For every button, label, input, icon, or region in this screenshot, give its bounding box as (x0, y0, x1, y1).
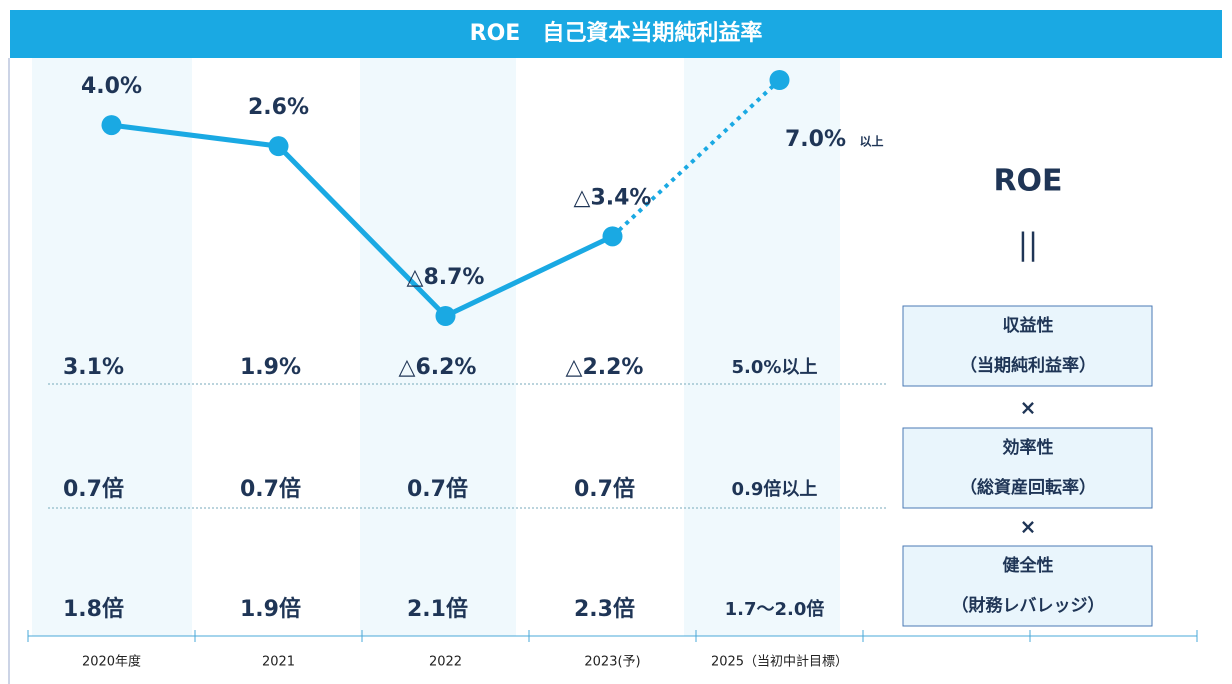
table-cell: 0.7倍 (407, 476, 468, 502)
point (101, 115, 122, 136)
point (602, 226, 623, 247)
value-label: 7.0% (785, 127, 846, 152)
formula-box (902, 305, 1153, 387)
value-label: △3.4% (574, 185, 652, 210)
x-tick-label: 2021 (262, 655, 295, 670)
x-tick-label: 2023(予) (584, 655, 640, 670)
table-cell: 2.1倍 (407, 596, 468, 622)
table-cell: 1.8倍 (63, 596, 124, 622)
column-band (32, 58, 192, 636)
table-cell: 0.7倍 (63, 476, 124, 502)
value-label: 4.0% (81, 74, 142, 99)
table-cell: 5.0%以上 (732, 357, 818, 378)
formula-operator: × (1020, 515, 1037, 539)
header-bar (10, 10, 1222, 58)
table-cell: 2.3倍 (574, 596, 635, 622)
x-tick-label: 2020年度 (82, 654, 141, 670)
line-solid (111, 122, 614, 320)
formula-label: 収益性 (1003, 315, 1054, 336)
point (435, 306, 456, 326)
point (769, 70, 790, 90)
formula-box (902, 545, 1153, 627)
table-cell: 0.9倍以上 (732, 478, 818, 500)
formula-sublabel: （当期純利益率） (960, 355, 1096, 376)
table-cell: 3.1% (63, 355, 124, 380)
formula-label: 健全性 (1003, 555, 1054, 576)
column-band (360, 58, 516, 636)
x-tick-label: 2022 (429, 655, 462, 670)
formula-title: ROE (993, 164, 1062, 199)
formula-operator: × (1020, 396, 1037, 420)
table-cell: 1.9% (240, 355, 301, 380)
target-note: 以上 (860, 134, 884, 149)
column-band (684, 58, 840, 636)
value-label: △8.7% (407, 265, 485, 290)
line-dotted (611, 78, 781, 238)
formula-label: 効率性 (1003, 437, 1054, 458)
table-cell: △6.2% (399, 355, 477, 380)
chart-title: ROE 自己資本当期純利益率 (470, 20, 763, 46)
table-cell: 0.7倍 (574, 476, 635, 502)
table-cell: 1.7～2.0倍 (725, 598, 825, 620)
table-cell: 1.9倍 (240, 596, 301, 622)
formula-box (902, 427, 1153, 509)
value-label: 2.6% (248, 95, 309, 120)
table-cell: △2.2% (566, 355, 644, 380)
formula-equals: || (1018, 228, 1038, 263)
formula-sublabel: （財務レバレッジ） (952, 595, 1105, 616)
x-tick-label: 2025（当初中計目標） (711, 654, 848, 670)
formula-sublabel: （総資産回転率） (960, 477, 1096, 498)
table-cell: 0.7倍 (240, 476, 301, 502)
point (268, 136, 289, 157)
